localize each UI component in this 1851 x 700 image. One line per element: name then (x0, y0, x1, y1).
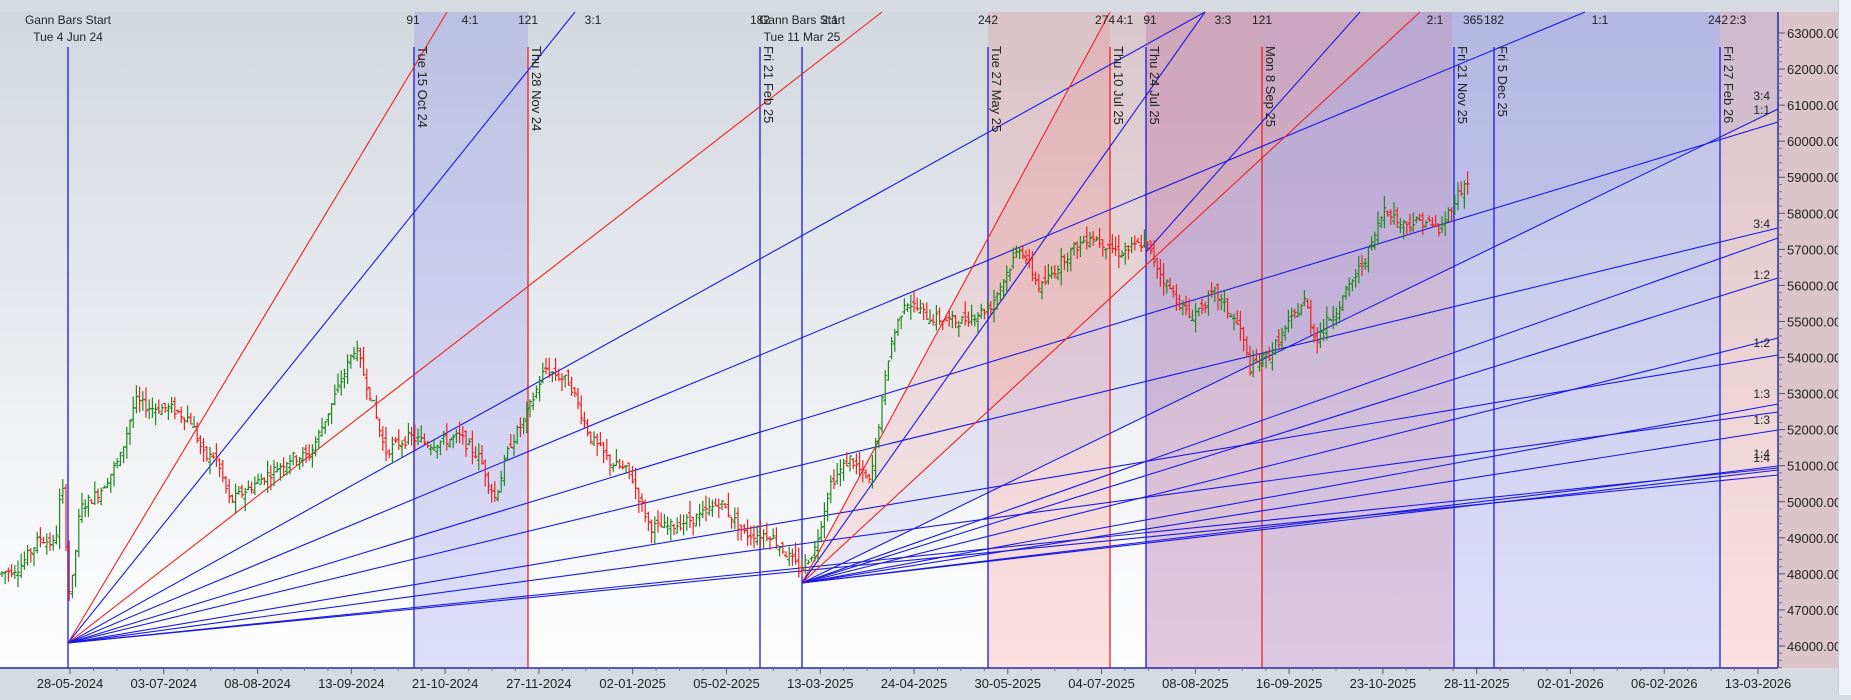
svg-text:62000.00: 62000.00 (1787, 62, 1841, 77)
right-ratio-labels: 3:41:13:41:21:21:31:31:41:4 (1753, 89, 1770, 465)
svg-text:50000.00: 50000.00 (1787, 495, 1841, 510)
svg-text:04-07-2025: 04-07-2025 (1068, 676, 1135, 691)
svg-text:Thu 10 Jul 25: Thu 10 Jul 25 (1111, 46, 1126, 125)
svg-text:91: 91 (406, 13, 420, 27)
svg-text:13-03-2026: 13-03-2026 (1725, 676, 1792, 691)
svg-text:28-11-2025: 28-11-2025 (1444, 676, 1510, 691)
svg-text:Fri 5 Dec 25: Fri 5 Dec 25 (1495, 46, 1510, 117)
svg-text:91: 91 (1143, 13, 1157, 27)
svg-text:08-08-2025: 08-08-2025 (1162, 676, 1229, 691)
svg-text:13-03-2025: 13-03-2025 (787, 676, 854, 691)
svg-text:2:1: 2:1 (822, 13, 839, 27)
svg-text:06-02-2026: 06-02-2026 (1631, 676, 1698, 691)
svg-text:1:4: 1:4 (1753, 447, 1770, 461)
svg-text:27-11-2024: 27-11-2024 (506, 676, 572, 691)
svg-text:242: 242 (978, 13, 998, 27)
svg-text:Tue 27 May 25: Tue 27 May 25 (989, 46, 1004, 132)
svg-text:23-10-2025: 23-10-2025 (1350, 676, 1417, 691)
svg-text:30-05-2025: 30-05-2025 (975, 676, 1042, 691)
svg-text:49000.00: 49000.00 (1787, 531, 1841, 546)
svg-text:51000.00: 51000.00 (1787, 459, 1841, 474)
svg-text:13-09-2024: 13-09-2024 (318, 676, 385, 691)
svg-text:1:2: 1:2 (1753, 336, 1770, 350)
x-axis: 28-05-2024 03-07-2024 08-08-2024 13-09-2024… (0, 667, 1792, 691)
svg-text:57000.00: 57000.00 (1787, 242, 1841, 257)
svg-text:121: 121 (518, 13, 538, 27)
svg-text:3:4: 3:4 (1753, 89, 1770, 103)
svg-text:182: 182 (750, 13, 770, 27)
svg-text:60000.00: 60000.00 (1787, 134, 1841, 149)
vertical-date-labels: Tue 15 Oct 24 Thu 28 Nov 24 Fri 21 Feb 25 T… (415, 46, 1736, 132)
svg-text:48000.00: 48000.00 (1787, 567, 1841, 582)
time-bands (414, 12, 1838, 668)
gann-fan-lines (67, 11, 1779, 644)
svg-text:Mon 8 Sep 25: Mon 8 Sep 25 (1263, 46, 1278, 127)
y-axis: 63000.00 62000.00 61000.00 60000.00 59000.00… (1777, 12, 1841, 669)
svg-text:52000.00: 52000.00 (1787, 423, 1841, 438)
vertical-markers (67, 47, 1721, 668)
svg-text:63000.00: 63000.00 (1787, 26, 1841, 41)
vertical-scrollbar[interactable] (1838, 0, 1851, 695)
svg-text:59000.00: 59000.00 (1787, 170, 1841, 185)
svg-text:55000.00: 55000.00 (1787, 314, 1841, 329)
gann-start-1-title: Gann Bars Start (25, 13, 112, 27)
gann-start-1-date: Tue 4 Jun 24 (33, 30, 103, 44)
svg-text:121: 121 (1252, 13, 1272, 27)
gann-start-2-date: Tue 11 Mar 25 (764, 30, 841, 44)
svg-text:365: 365 (1463, 13, 1483, 27)
svg-text:3:4: 3:4 (1753, 217, 1770, 231)
svg-text:08-08-2024: 08-08-2024 (224, 676, 291, 691)
svg-text:182: 182 (1484, 13, 1504, 27)
gann-start-2-title: Gann Bars Start (759, 13, 846, 27)
svg-text:02-01-2026: 02-01-2026 (1537, 676, 1604, 691)
svg-text:28-05-2024: 28-05-2024 (37, 676, 104, 691)
svg-text:4:1: 4:1 (462, 13, 479, 27)
svg-text:Fri 27 Feb 26: Fri 27 Feb 26 (1721, 46, 1736, 123)
svg-text:56000.00: 56000.00 (1787, 278, 1841, 293)
svg-text:1:4: 1:4 (1753, 451, 1770, 465)
ohlc-bars (0, 171, 1470, 601)
svg-text:61000.00: 61000.00 (1787, 98, 1841, 113)
svg-text:16-09-2025: 16-09-2025 (1256, 676, 1323, 691)
svg-text:24-04-2025: 24-04-2025 (881, 676, 948, 691)
svg-text:1:3: 1:3 (1753, 387, 1770, 401)
svg-text:1:1: 1:1 (1753, 103, 1770, 117)
svg-text:Thu 24 Jul 25: Thu 24 Jul 25 (1147, 46, 1162, 125)
svg-text:274: 274 (1095, 13, 1115, 27)
svg-text:21-10-2024: 21-10-2024 (412, 676, 479, 691)
svg-text:242: 242 (1708, 13, 1728, 27)
svg-text:58000.00: 58000.00 (1787, 206, 1841, 221)
svg-text:46000.00: 46000.00 (1787, 639, 1841, 654)
svg-text:4:1: 4:1 (1117, 13, 1134, 27)
top-cycle-labels: 91 4:1 121 3:1 182 2:1 242 274 4:1 91 3:3 121 2:1 365… (406, 13, 1746, 27)
svg-text:1:3: 1:3 (1753, 413, 1770, 427)
svg-text:Tue 15 Oct 24: Tue 15 Oct 24 (415, 46, 430, 128)
svg-text:03-07-2024: 03-07-2024 (131, 676, 198, 691)
svg-text:Fri 21 Nov 25: Fri 21 Nov 25 (1455, 46, 1470, 124)
svg-text:3:1: 3:1 (585, 13, 602, 27)
svg-text:2:3: 2:3 (1730, 13, 1747, 27)
svg-text:02-01-2025: 02-01-2025 (599, 676, 666, 691)
svg-text:05-02-2025: 05-02-2025 (693, 676, 760, 691)
svg-text:1:2: 1:2 (1753, 268, 1770, 282)
svg-text:Thu 28 Nov 24: Thu 28 Nov 24 (529, 46, 544, 131)
svg-text:47000.00: 47000.00 (1787, 603, 1841, 618)
svg-text:53000.00: 53000.00 (1787, 387, 1841, 402)
svg-text:54000.00: 54000.00 (1787, 351, 1841, 366)
svg-text:2:1: 2:1 (1427, 13, 1444, 27)
svg-text:Fri 21 Feb 25: Fri 21 Feb 25 (761, 46, 776, 123)
svg-text:3:3: 3:3 (1215, 13, 1232, 27)
svg-text:1:1: 1:1 (1592, 13, 1609, 27)
